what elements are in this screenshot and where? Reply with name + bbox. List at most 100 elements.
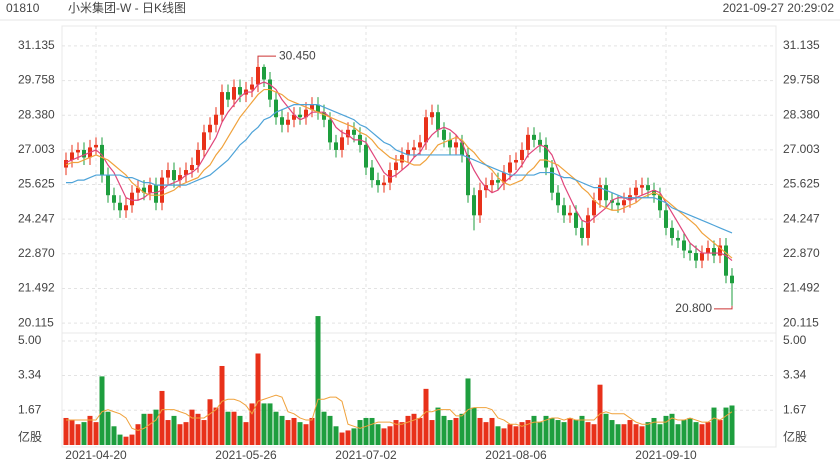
volume-bar [87, 415, 93, 445]
x-tick-label: 2021-05-26 [215, 448, 277, 462]
volume-bar [225, 411, 231, 445]
volume-bar [393, 420, 399, 445]
plot-frame [61, 25, 777, 448]
candle-body [142, 187, 146, 193]
volume-bar [429, 420, 435, 445]
candle-body [148, 185, 152, 193]
volume-bar [375, 424, 381, 445]
volume-bar [369, 417, 375, 445]
volume-bar [141, 413, 147, 445]
volume-bar [303, 424, 309, 445]
candle-body [568, 212, 572, 216]
candle-body [226, 92, 230, 100]
volume-bar [255, 353, 261, 445]
volume-bar [531, 415, 537, 445]
volume-bar [597, 384, 603, 445]
y-tick-label-right: 20.115 [783, 315, 819, 329]
candle-body [442, 129, 446, 140]
volume-bar [153, 409, 159, 445]
volume-bar [75, 424, 81, 445]
candle-body [460, 142, 464, 155]
candle-body [694, 253, 698, 261]
candle-body [238, 87, 242, 95]
candle-body [502, 172, 506, 183]
volume-bar [513, 426, 519, 445]
candle-body [280, 117, 284, 125]
volume-bar [675, 424, 681, 445]
y-tick-label-right: 31.135 [783, 38, 820, 52]
volume-bar [549, 417, 555, 445]
volume-bar [105, 411, 111, 445]
volume-bar [267, 403, 273, 445]
volume-bar [723, 407, 729, 445]
candle-body [274, 99, 278, 118]
volume-bar [657, 424, 663, 445]
candle-body [286, 119, 290, 125]
volume-bar [213, 407, 219, 445]
candle-body [508, 162, 512, 173]
volume-bar [291, 417, 297, 445]
candle-body [640, 185, 644, 188]
candle-body [418, 142, 422, 148]
candle-body [472, 195, 476, 216]
y-tick-label: 21.492 [18, 281, 55, 295]
y-tick-label: 1.67 [18, 402, 42, 416]
volume-bar [399, 422, 405, 445]
volume-bar [117, 434, 123, 445]
candle-body [100, 144, 104, 176]
volume-bar [423, 388, 429, 445]
volume-bar [591, 424, 597, 445]
volume-bar [297, 422, 303, 445]
candle-body [712, 248, 716, 256]
volume-bar [507, 424, 513, 445]
volume-bar [585, 422, 591, 445]
candle-body [412, 147, 416, 150]
volume-bar [147, 413, 153, 445]
candle-body [364, 144, 368, 168]
volume-bar [609, 420, 615, 445]
volume-bar [189, 409, 195, 445]
volume-bar [123, 436, 129, 445]
volume-bar [279, 415, 285, 445]
volume-bar [519, 422, 525, 445]
candle-body [202, 132, 206, 150]
candle-body [622, 200, 626, 206]
candle-body [220, 92, 224, 115]
candle-body [334, 142, 338, 150]
candle-body [310, 104, 314, 110]
volume-bar [621, 424, 627, 445]
candle-body [382, 182, 386, 186]
volume-bar [573, 420, 579, 445]
candle-body [574, 212, 578, 228]
y-tick-label: 20.115 [18, 315, 54, 329]
volume-bar [93, 422, 99, 445]
chart-title: 小米集团-W - 日K线图 [68, 0, 186, 15]
candle-body [586, 215, 590, 238]
y-tick-label: 24.247 [18, 211, 55, 225]
volume-bar [711, 407, 717, 445]
volume-bar [387, 426, 393, 445]
volume-bar [537, 422, 543, 445]
annotation-label: 30.450 [279, 48, 316, 62]
volume-bar [177, 424, 183, 445]
candle-body [580, 227, 584, 238]
volume-bar [477, 417, 483, 445]
y-tick-label: 31.135 [18, 38, 55, 52]
volume-bar [135, 424, 141, 445]
volume-bar [363, 417, 369, 445]
x-tick-label: 2021-09-10 [635, 448, 697, 462]
candle-body [424, 117, 428, 143]
candle-body [166, 170, 170, 178]
candle-body [490, 180, 494, 186]
x-tick-label: 2021-04-20 [65, 448, 127, 462]
volume-bar [447, 420, 453, 445]
y-tick-label: 28.380 [18, 107, 55, 121]
volume-bar [465, 378, 471, 445]
volume-bar [561, 422, 567, 445]
candle-body [178, 175, 182, 181]
candle-body [184, 170, 188, 176]
volume-bar [627, 420, 633, 445]
candle-body [256, 66, 260, 85]
volume-bar [339, 432, 345, 445]
timestamp: 2021-09-27 20:29:02 [723, 1, 835, 15]
